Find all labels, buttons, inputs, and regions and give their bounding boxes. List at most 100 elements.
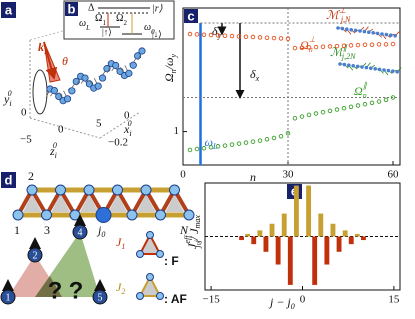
series-label-sup: ∥ <box>363 81 368 90</box>
inset-ion <box>349 28 354 32</box>
x-tick-label: 0 <box>300 294 306 306</box>
level-label: |↑⟩ <box>102 27 112 37</box>
k-arrow <box>43 41 58 80</box>
tag-box <box>1 172 16 188</box>
inset-ion <box>380 32 384 36</box>
series-label: Ωn∥ <box>354 81 368 100</box>
x-tick-label: 60 <box>388 169 400 181</box>
point <box>271 135 277 141</box>
ion <box>68 87 76 95</box>
plaquette <box>137 194 156 212</box>
omega-l-text: ω <box>205 135 213 149</box>
inset-ion <box>375 31 380 36</box>
delta-x-label: δx <box>250 67 260 84</box>
inset-ion <box>362 29 367 34</box>
panel-a: a kL θ yi0 0 −5 0 5 zi0 0 xi0 −0.2 <box>1 2 146 160</box>
site <box>140 184 152 196</box>
bar <box>275 236 281 265</box>
site <box>146 231 154 239</box>
bar <box>312 236 318 285</box>
y-axis-label: yi0 <box>3 89 12 108</box>
panel-d: d 2 1 3 j0 N J1 : F J2 : AF 1 2 4 5?? <box>0 169 195 306</box>
ion <box>112 61 120 70</box>
point <box>306 45 312 50</box>
site <box>26 184 38 196</box>
z-tick-label: 5 <box>96 118 102 130</box>
point <box>257 35 263 40</box>
omega-l-sub: L <box>212 142 218 151</box>
point <box>229 142 235 147</box>
inset-ion <box>336 26 340 30</box>
ion <box>50 86 58 95</box>
point <box>201 32 207 37</box>
spin-label: 4 <box>78 227 83 238</box>
inset-ion <box>340 26 345 31</box>
point <box>390 41 396 47</box>
omega2-label: Ω2 <box>116 13 127 26</box>
site <box>55 184 66 196</box>
inset-ion <box>338 62 342 66</box>
spin-label: 2 <box>33 250 38 261</box>
inset-ion <box>360 65 364 69</box>
inset-ion <box>382 68 386 72</box>
series-label-main: Ω <box>354 84 363 98</box>
theta-label: θ <box>62 54 68 68</box>
inset-ion <box>377 67 382 72</box>
panel-c: c Ωn/ωy n δy δx ℳ⊥ j,N ℳ∥ j,2N 0 30 601ωLΩn⊥… <box>162 6 402 184</box>
bar <box>293 185 299 237</box>
point <box>278 134 284 139</box>
ion <box>63 95 72 103</box>
point <box>243 140 249 145</box>
point <box>264 137 270 142</box>
inset-ion <box>353 28 358 33</box>
point <box>215 33 221 38</box>
site-label: 1 <box>14 223 20 237</box>
point <box>299 114 305 119</box>
omega-l-label: ωL <box>205 135 218 152</box>
axis-line <box>29 117 101 139</box>
point <box>376 42 382 47</box>
plaquette <box>165 194 184 212</box>
z-tick-label: −5 <box>20 134 32 146</box>
inset-ion <box>384 32 389 37</box>
spin <box>27 247 43 263</box>
x-tick-label: 30 <box>283 169 295 181</box>
point <box>285 36 291 41</box>
bar <box>348 236 354 245</box>
z-axis-label: zi0 <box>49 141 57 160</box>
plaquette <box>108 194 127 212</box>
site-label: 3 <box>44 223 50 237</box>
inset-ion <box>342 62 347 67</box>
x-tick-label: 0 <box>124 110 130 122</box>
point <box>341 43 347 48</box>
level-label: |↓⟩ <box>152 29 162 39</box>
x-axis-label: xi0 <box>123 119 132 138</box>
point <box>313 111 319 116</box>
bar <box>342 230 348 237</box>
question-mark: ? <box>69 277 84 304</box>
inset-ion <box>367 30 371 34</box>
site <box>126 209 138 221</box>
plaquette <box>51 194 70 212</box>
inset-ion <box>355 64 360 69</box>
point <box>313 44 319 50</box>
inset-ion <box>347 63 351 67</box>
omega1-label: Ω1 <box>95 13 106 26</box>
series-label-sub: n <box>309 45 313 54</box>
point <box>334 107 340 112</box>
ion <box>94 82 102 90</box>
j1-label: J1 <box>116 235 125 252</box>
site <box>69 209 81 221</box>
point <box>327 44 333 49</box>
level-label: |r⟩ <box>152 3 163 14</box>
point <box>285 131 291 136</box>
point <box>187 147 193 153</box>
site <box>155 209 166 221</box>
inset-ion <box>393 34 398 38</box>
ion <box>98 74 107 82</box>
site <box>95 207 112 223</box>
point <box>320 44 326 49</box>
point <box>348 43 354 48</box>
